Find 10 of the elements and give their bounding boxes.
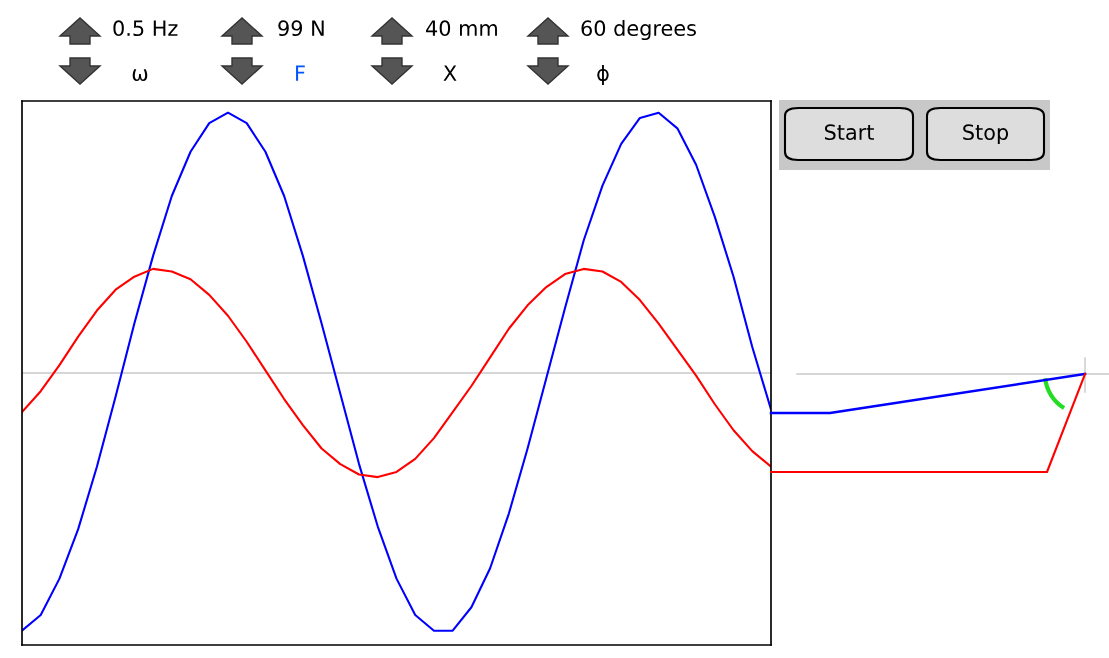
text: F (296, 65, 305, 81)
text: 99 N (278, 20, 324, 37)
text: ϕ (597, 64, 609, 86)
text: 0.5 Hz (113, 20, 178, 37)
text: Start (824, 124, 874, 141)
text: 60 degrees (581, 19, 696, 41)
text: ω (132, 69, 148, 82)
text: Stop (963, 124, 1009, 145)
text: X (443, 65, 457, 81)
text: 40 mm (426, 20, 497, 37)
